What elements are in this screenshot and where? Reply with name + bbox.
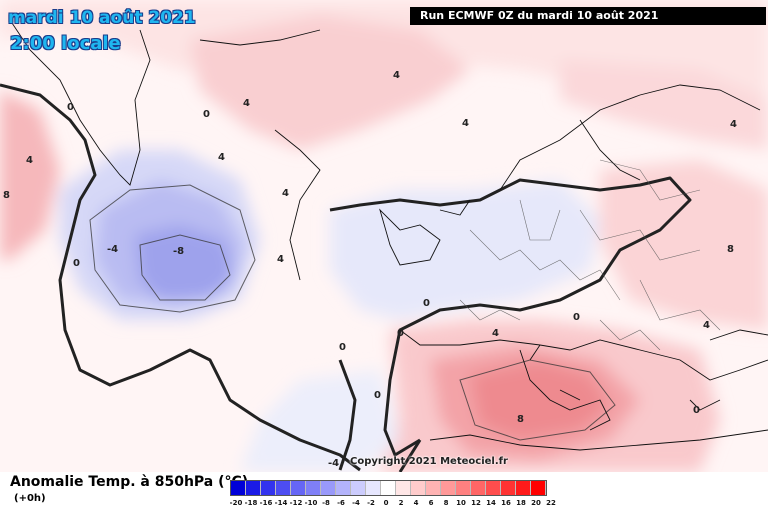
contour-label-group: 4 4 4 4 4 4 4 4 4 4 8 8 8 -4 -8 0 0 0 0 … [3, 70, 737, 469]
contour-label: 8 [3, 190, 10, 201]
contour-label: 8 [517, 414, 524, 425]
scale-swatch [291, 481, 306, 495]
copyright-text: Copyright 2021 Meteociel.fr [350, 456, 508, 467]
scale-swatch [246, 481, 261, 495]
scale-label: -2 [367, 499, 375, 507]
scale-label: 16 [501, 499, 511, 507]
scale-swatch [531, 481, 546, 495]
scale-swatch [486, 481, 501, 495]
contour-label: 0 [203, 109, 210, 120]
contour-lines [89, 184, 616, 441]
scale-label: -12 [289, 499, 303, 507]
scale-label: 12 [471, 499, 481, 507]
contour-label: 4 [282, 188, 289, 199]
contour-label: -4 [328, 458, 339, 469]
scale-label: 20 [531, 499, 541, 507]
contour-label: 0 [339, 342, 346, 353]
run-label: Run ECMWF 0Z du mardi 10 août 2021 [410, 7, 766, 25]
anomaly-fill [0, 0, 768, 472]
scale-label: -10 [304, 499, 318, 507]
scale-label: -14 [274, 499, 288, 507]
scale-label: -16 [259, 499, 273, 507]
scale-label: -8 [322, 499, 330, 507]
contour-label: 4 [277, 254, 284, 265]
scale-label: 6 [428, 499, 434, 507]
contour-label: 0 [397, 328, 404, 339]
zero-isoline [0, 83, 692, 472]
scale-swatch [321, 481, 336, 495]
scale-swatch [366, 481, 381, 495]
contour-label: -4 [107, 244, 118, 255]
coastlines [9, 19, 768, 451]
scale-label: -20 [229, 499, 243, 507]
scale-swatch [411, 481, 426, 495]
contour-label: 0 [693, 405, 700, 416]
scale-swatch [396, 481, 411, 495]
scale-swatch [261, 481, 276, 495]
scale-swatch [231, 481, 246, 495]
scale-swatch [351, 481, 366, 495]
contour-label: 0 [423, 298, 430, 309]
contour-label: 8 [727, 244, 734, 255]
contour-label: 4 [243, 98, 250, 109]
scale-swatch [456, 481, 471, 495]
scale-swatch [336, 481, 351, 495]
scale-swatch [516, 481, 531, 495]
scale-label: -4 [352, 499, 360, 507]
scale-swatch [381, 481, 396, 495]
contour-label: 4 [730, 119, 737, 130]
contour-label: 4 [218, 152, 225, 163]
contour-label: -8 [173, 246, 184, 257]
contour-label: 0 [374, 390, 381, 401]
scale-label: 14 [486, 499, 496, 507]
scale-swatch [471, 481, 486, 495]
scale-label: -6 [337, 499, 345, 507]
color-scale [230, 480, 547, 496]
contour-label: 0 [573, 312, 580, 323]
scale-swatch [501, 481, 516, 495]
legend-subtitle: (+0h) [14, 493, 46, 504]
legend-title: Anomalie Temp. à 850hPa (°C) [10, 474, 249, 490]
contour-label: 0 [73, 258, 80, 269]
scale-label: 4 [413, 499, 419, 507]
scale-swatch [276, 481, 291, 495]
borders [459, 159, 721, 351]
date-title: mardi 10 août 2021 [8, 8, 196, 28]
scale-label: 2 [398, 499, 404, 507]
anomaly-map: 4 4 4 4 4 4 4 4 4 4 8 8 8 -4 -8 0 0 0 0 … [0, 0, 768, 472]
scale-label: 10 [456, 499, 466, 507]
contour-label: 4 [492, 328, 499, 339]
contour-label: 4 [462, 118, 469, 129]
scale-label: -18 [244, 499, 258, 507]
scale-swatch [306, 481, 321, 495]
scale-label: 8 [443, 499, 449, 507]
contour-label: 4 [26, 155, 33, 166]
local-time-title: 2:00 locale [10, 33, 121, 54]
scale-label: 22 [546, 499, 556, 507]
scale-swatch [426, 481, 441, 495]
contour-label: 0 [67, 102, 74, 113]
contour-label: 4 [393, 70, 400, 81]
scale-swatch [441, 481, 456, 495]
scale-label: 18 [516, 499, 526, 507]
contour-label: 4 [703, 320, 710, 331]
scale-label: 0 [383, 499, 389, 507]
color-scale-labels: -20 -18 -16 -14 -12 -10 -8 -6 -4 -2 0 2 4 6 8 10 12 14 16 1… [230, 499, 576, 509]
